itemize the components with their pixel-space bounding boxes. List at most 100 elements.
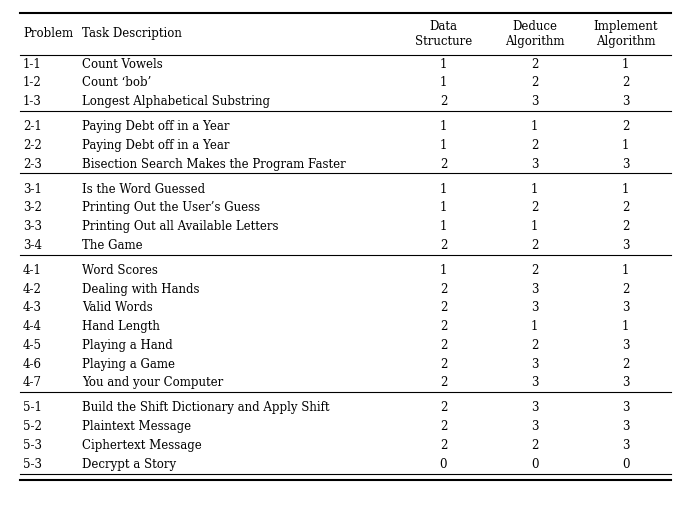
Text: 2-2: 2-2 [23, 139, 42, 152]
Text: 2: 2 [440, 339, 447, 352]
Text: 3-3: 3-3 [23, 220, 42, 233]
Text: 3: 3 [531, 358, 538, 370]
Text: 2: 2 [622, 77, 629, 89]
Text: Count ‘bob’: Count ‘bob’ [81, 77, 151, 89]
Text: 1: 1 [622, 183, 629, 195]
Text: Valid Words: Valid Words [81, 302, 153, 314]
Text: 4-7: 4-7 [23, 377, 42, 389]
Text: 2: 2 [440, 95, 447, 108]
Text: 1: 1 [531, 320, 538, 333]
Text: 3-4: 3-4 [23, 239, 42, 252]
Text: 1-1: 1-1 [23, 58, 42, 70]
Text: 0: 0 [439, 458, 447, 470]
Text: 5-3: 5-3 [23, 458, 42, 470]
Text: 2: 2 [440, 302, 447, 314]
Text: 4-5: 4-5 [23, 339, 42, 352]
Text: 3: 3 [531, 95, 538, 108]
Text: Decrypt a Story: Decrypt a Story [81, 458, 176, 470]
Text: 2-1: 2-1 [23, 120, 42, 133]
Text: Plaintext Message: Plaintext Message [81, 420, 191, 433]
Text: 3: 3 [531, 402, 538, 414]
Text: 2: 2 [622, 283, 629, 295]
Text: 2: 2 [440, 420, 447, 433]
Text: 3-2: 3-2 [23, 202, 42, 214]
Text: Word Scores: Word Scores [81, 264, 157, 277]
Text: 2-3: 2-3 [23, 158, 42, 170]
Text: 0: 0 [531, 458, 538, 470]
Text: 3: 3 [622, 95, 629, 108]
Text: 2: 2 [531, 439, 538, 452]
Text: 3: 3 [622, 239, 629, 252]
Text: Task Description: Task Description [81, 28, 182, 40]
Text: 5-3: 5-3 [23, 439, 42, 452]
Text: Deduce
Algorithm: Deduce Algorithm [505, 20, 564, 48]
Text: Playing a Game: Playing a Game [81, 358, 175, 370]
Text: 1: 1 [622, 320, 629, 333]
Text: 2: 2 [440, 283, 447, 295]
Text: 3: 3 [622, 158, 629, 170]
Text: 3: 3 [531, 302, 538, 314]
Text: 4-3: 4-3 [23, 302, 42, 314]
Text: 2: 2 [531, 264, 538, 277]
Text: Longest Alphabetical Substring: Longest Alphabetical Substring [81, 95, 270, 108]
Text: Data
Structure: Data Structure [415, 20, 472, 48]
Text: Hand Length: Hand Length [81, 320, 159, 333]
Text: 4-4: 4-4 [23, 320, 42, 333]
Text: 1: 1 [440, 220, 447, 233]
Text: 3: 3 [622, 420, 629, 433]
Text: Printing Out all Available Letters: Printing Out all Available Letters [81, 220, 278, 233]
Text: 1: 1 [440, 139, 447, 152]
Text: 4-2: 4-2 [23, 283, 42, 295]
Text: 2: 2 [440, 377, 447, 389]
Text: Playing a Hand: Playing a Hand [81, 339, 172, 352]
Text: 1-2: 1-2 [23, 77, 42, 89]
Text: 1-3: 1-3 [23, 95, 42, 108]
Text: Is the Word Guessed: Is the Word Guessed [81, 183, 205, 195]
Text: Printing Out the User’s Guess: Printing Out the User’s Guess [81, 202, 260, 214]
Text: 3: 3 [531, 283, 538, 295]
Text: 3: 3 [622, 439, 629, 452]
Text: Problem: Problem [23, 28, 73, 40]
Text: 1: 1 [622, 139, 629, 152]
Text: Build the Shift Dictionary and Apply Shift: Build the Shift Dictionary and Apply Shi… [81, 402, 329, 414]
Text: Count Vowels: Count Vowels [81, 58, 163, 70]
Text: 5-1: 5-1 [23, 402, 42, 414]
Text: 2: 2 [440, 158, 447, 170]
Text: 1: 1 [622, 264, 629, 277]
Text: 1: 1 [622, 58, 629, 70]
Text: 3: 3 [622, 402, 629, 414]
Text: 3: 3 [622, 302, 629, 314]
Text: Implement
Algorithm: Implement Algorithm [593, 20, 658, 48]
Text: 2: 2 [531, 77, 538, 89]
Text: You and your Computer: You and your Computer [81, 377, 223, 389]
Text: 2: 2 [622, 220, 629, 233]
Text: 1: 1 [440, 183, 447, 195]
Text: 3: 3 [622, 339, 629, 352]
Text: 2: 2 [440, 439, 447, 452]
Text: 3-1: 3-1 [23, 183, 42, 195]
Text: Paying Debt off in a Year: Paying Debt off in a Year [81, 139, 229, 152]
Text: 1: 1 [531, 183, 538, 195]
Text: 1: 1 [531, 220, 538, 233]
Text: 4-6: 4-6 [23, 358, 42, 370]
Text: 5-2: 5-2 [23, 420, 42, 433]
Text: 0: 0 [622, 458, 629, 470]
Text: 2: 2 [440, 320, 447, 333]
Text: 1: 1 [440, 202, 447, 214]
Text: Dealing with Hands: Dealing with Hands [81, 283, 199, 295]
Text: 2: 2 [531, 239, 538, 252]
Text: 3: 3 [531, 158, 538, 170]
Text: 4-1: 4-1 [23, 264, 42, 277]
Text: 3: 3 [622, 377, 629, 389]
Text: The Game: The Game [81, 239, 142, 252]
Text: 2: 2 [622, 120, 629, 133]
Text: 1: 1 [440, 58, 447, 70]
Text: Ciphertext Message: Ciphertext Message [81, 439, 201, 452]
Text: 2: 2 [440, 239, 447, 252]
Text: 1: 1 [440, 264, 447, 277]
Text: 2: 2 [622, 358, 629, 370]
Text: 3: 3 [531, 420, 538, 433]
Text: 3: 3 [531, 377, 538, 389]
Text: 2: 2 [440, 358, 447, 370]
Text: 2: 2 [531, 202, 538, 214]
